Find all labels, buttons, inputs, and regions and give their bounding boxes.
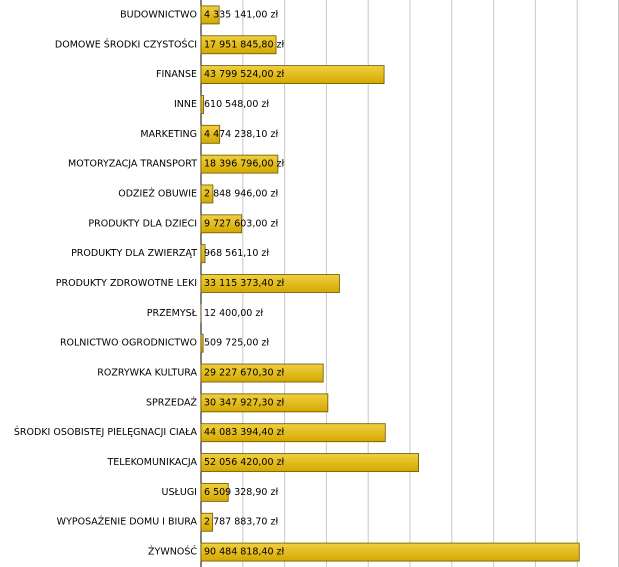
value-label: 17 951 845,80 zł <box>204 39 285 50</box>
value-label: 52 056 420,00 zł <box>204 457 285 468</box>
bar <box>200 363 324 383</box>
category-label: ŻYWNOŚĆ <box>148 546 197 558</box>
value-label: 968 561,10 zł <box>204 248 269 259</box>
category-label: ROLNICTWO OGRODNICTWO <box>60 338 197 349</box>
category-label: USŁUGI <box>162 487 197 498</box>
category-label: BUDOWNICTWO <box>120 9 197 20</box>
category-label: PRODUKTY DLA ZWIERZĄT <box>71 248 197 259</box>
category-label: PRODUKTY ZDROWOTNE LEKI <box>56 278 197 289</box>
value-label: 2 787 883,70 zł <box>204 517 278 528</box>
category-label: PRZEMYSŁ <box>147 308 198 319</box>
value-label: 29 227 670,30 zł <box>204 368 285 379</box>
bar <box>200 333 204 353</box>
bar <box>200 393 329 413</box>
value-label: 44 083 394,40 zł <box>204 427 285 438</box>
bar <box>200 5 220 25</box>
bar <box>200 274 340 293</box>
value-label: 12 400,00 zł <box>204 308 263 319</box>
bar <box>200 65 385 85</box>
value-label: 9 727 603,00 zł <box>204 218 278 229</box>
category-label: TELEKOMUNIKACJA <box>106 457 197 468</box>
category-label: FINANSE <box>156 69 197 80</box>
value-label: 509 725,00 zł <box>204 338 269 349</box>
bar <box>200 184 214 204</box>
bar <box>200 512 214 532</box>
bar <box>200 124 221 144</box>
value-label: 43 799 524,00 zł <box>204 69 285 80</box>
category-label: PRODUKTY DLA DZIECI <box>88 218 197 229</box>
category-label: SPRZEDAŻ <box>146 397 198 408</box>
bar <box>200 453 419 472</box>
value-label: 610 548,00 zł <box>204 99 269 110</box>
category-label: INNE <box>174 99 197 110</box>
bar <box>200 244 206 264</box>
value-label: 18 396 796,00 zł <box>204 159 285 170</box>
bar <box>200 542 580 562</box>
category-label: MARKETING <box>140 129 197 140</box>
value-label: 4 474 238,10 zł <box>204 129 278 140</box>
category-label: ŚRODKI OSOBISTEJ PIELĘGNACJI CIAŁA <box>14 426 198 438</box>
bar <box>200 423 386 443</box>
category-label: DOMOWE ŚRODKI CZYSTOŚCI <box>55 38 197 50</box>
category-label: MOTORYZACJA TRANSPORT <box>68 159 197 170</box>
value-label: 2 848 946,00 zł <box>204 188 278 199</box>
category-label: ROZRYWKA KULTURA <box>97 368 197 379</box>
bar <box>200 482 229 502</box>
bar <box>200 95 204 114</box>
category-label: WYPOSAŻENIE DOMU I BIURA <box>57 517 198 528</box>
value-label: 4 335 141,00 zł <box>204 9 278 20</box>
bar <box>200 154 279 174</box>
bar <box>200 214 243 234</box>
value-label: 30 347 927,30 zł <box>204 397 285 408</box>
value-label: 6 509 328,90 zł <box>204 487 278 498</box>
value-label: 90 484 818,40 zł <box>204 547 285 558</box>
category-label: ODZIEŻ OBUWIE <box>118 188 197 199</box>
bar <box>200 35 277 55</box>
value-label: 33 115 373,40 zł <box>204 278 285 289</box>
